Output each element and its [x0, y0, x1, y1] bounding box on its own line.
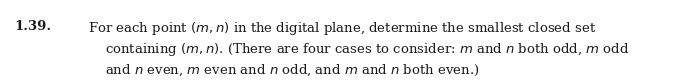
Text: For each point $(m, n)$ in the digital plane, determine the smallest closed set: For each point $(m, n)$ in the digital p… — [88, 20, 596, 37]
Text: and $n$ even, $m$ even and $n$ odd, and $m$ and $n$ both even.): and $n$ even, $m$ even and $n$ odd, and … — [105, 63, 480, 78]
Text: 1.39.: 1.39. — [15, 20, 52, 33]
Text: containing $(m, n)$. (There are four cases to consider: $m$ and $n$ both odd, $m: containing $(m, n)$. (There are four cas… — [105, 41, 629, 58]
